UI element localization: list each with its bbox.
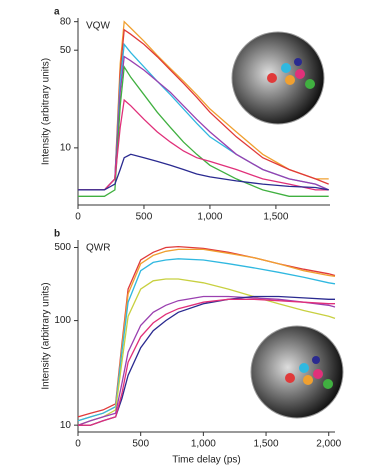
x-tick-label: 1,500	[254, 439, 279, 450]
inset-b	[251, 326, 343, 418]
x-tick-label: 0	[75, 212, 81, 223]
annotation: VQW	[86, 21, 110, 32]
y-tick-label: 10	[60, 143, 72, 154]
panel-label: b	[54, 229, 60, 240]
y-tick-label: 80	[60, 16, 72, 27]
y-tick-label: 500	[54, 242, 71, 253]
inset-a	[232, 32, 324, 124]
y-axis-label: Intensity (arbitrary units)	[41, 282, 52, 389]
panel-label: a	[54, 7, 60, 18]
y-tick-label: 10	[60, 420, 72, 431]
x-tick-label: 1,500	[263, 212, 288, 223]
x-tick-label: 1,000	[197, 212, 222, 223]
y-axis-label: Intensity (arbitrary units)	[41, 58, 52, 165]
y-tick-label: 50	[60, 45, 72, 56]
x-tick-label: 1,000	[191, 439, 216, 450]
x-tick-label: 500	[136, 212, 153, 223]
x-tick-label: 2,000	[316, 439, 341, 450]
y-tick-label: 100	[54, 315, 71, 326]
x-axis-label: Time delay (ps)	[172, 455, 241, 466]
x-tick-label: 0	[75, 439, 81, 450]
figure: 05001,0001,5002,00010100500bQWRIntensity…	[0, 0, 379, 469]
x-tick-label: 500	[132, 439, 149, 450]
annotation: QWR	[86, 243, 110, 254]
